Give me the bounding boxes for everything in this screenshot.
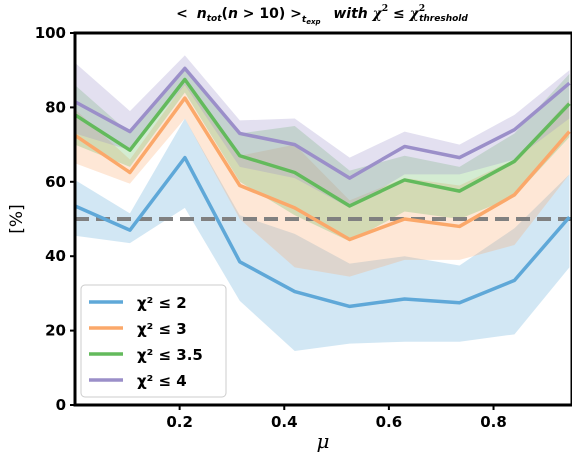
y-tick-label: 40 xyxy=(45,247,66,265)
legend: χ² ≤ 2 χ² ≤ 3 χ² ≤ 3.5 χ² ≤ 4 xyxy=(80,284,227,398)
line-series-3 xyxy=(75,77,571,208)
legend-label-1: χ² ≤ 2 xyxy=(137,294,187,312)
chart-title: < ntot(n > 10) >texp with χ2 ≤ χ2 thresho… xyxy=(176,0,468,28)
series-lines xyxy=(75,66,571,309)
band-series-2 xyxy=(75,83,570,277)
y-tick-label: 20 xyxy=(45,322,66,340)
band-series-3 xyxy=(75,66,570,242)
y-tick-label: 80 xyxy=(45,98,66,116)
legend-box xyxy=(80,284,227,398)
y-tick-label: 60 xyxy=(45,173,66,191)
line-series-1 xyxy=(75,155,571,309)
confidence-bands xyxy=(75,55,570,352)
y-axis: 0 20 40 60 80 100 xyxy=(35,24,75,414)
x-tick-label: 0.8 xyxy=(480,413,507,431)
band-series-4 xyxy=(75,55,570,208)
x-tick-label: 0.4 xyxy=(271,413,298,431)
x-axis: 0.2 0.4 0.6 0.8 xyxy=(166,405,507,431)
x-tick-label: 0.6 xyxy=(376,413,403,431)
plot-frame xyxy=(73,31,572,407)
x-tick-label: 0.2 xyxy=(166,413,193,431)
legend-label-3: χ² ≤ 3.5 xyxy=(137,346,203,364)
y-axis-label: [%] xyxy=(7,204,27,233)
legend-label-2: χ² ≤ 3 xyxy=(137,320,187,338)
band-series-1 xyxy=(75,118,570,352)
line-series-2 xyxy=(75,96,571,242)
y-tick-label: 0 xyxy=(56,396,66,414)
chart-title-text: < ntot(n > 10) >texp with χ2 ≤ χ2 thresho… xyxy=(176,0,468,28)
legend-label-4: χ² ≤ 4 xyxy=(137,372,187,390)
x-axis-label: μ xyxy=(317,429,330,453)
line-series-4 xyxy=(75,66,571,180)
y-tick-label: 100 xyxy=(35,24,66,42)
